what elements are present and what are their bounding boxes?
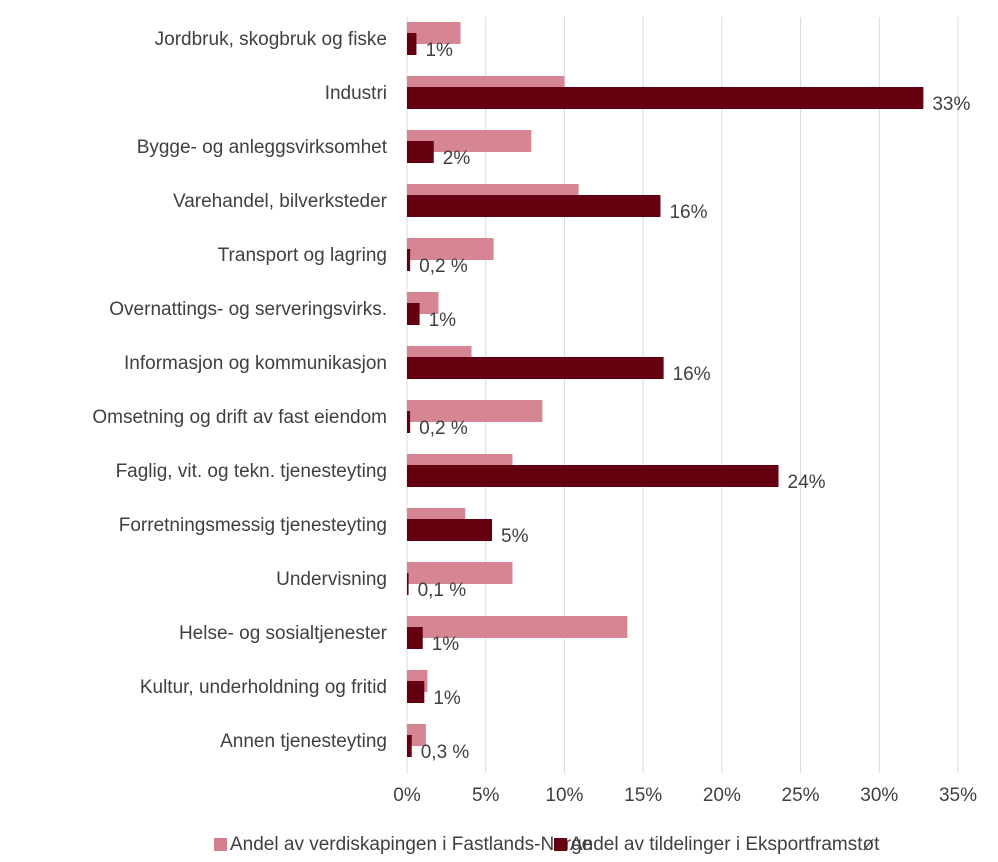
bar <box>407 303 420 325</box>
y-tick-label: Helse- og sosialtjenester <box>179 623 388 644</box>
bar <box>407 249 411 271</box>
bar <box>407 411 411 433</box>
data-label: 0,1 % <box>418 580 467 601</box>
y-tick-label: Annen tjenesteyting <box>220 731 387 752</box>
y-tick-label: Forretningsmessig tjenesteyting <box>119 515 387 536</box>
bar <box>407 195 661 217</box>
y-tick-label: Transport og lagring <box>218 245 387 266</box>
y-tick-label: Industri <box>325 83 387 104</box>
data-label: 0,3 % <box>421 742 470 763</box>
x-tick-label: 25% <box>782 785 820 806</box>
data-label: 1% <box>432 634 460 655</box>
y-tick-label: Kultur, underholdning og fritid <box>140 677 387 698</box>
bar <box>407 87 924 109</box>
legend-label: Andel av verdiskapingen i Fastlands-Norg… <box>230 834 592 855</box>
bar <box>407 141 434 163</box>
y-tick-label: Overnattings- og serveringsvirks. <box>109 299 387 320</box>
y-tick-label: Jordbruk, skogbruk og fiske <box>155 29 387 50</box>
legend-swatch <box>214 838 227 851</box>
data-label: 0,2 % <box>419 256 468 277</box>
bar <box>407 681 425 703</box>
x-tick-label: 15% <box>624 785 662 806</box>
data-label: 2% <box>443 148 471 169</box>
y-tick-label: Varehandel, bilverksteder <box>173 191 388 212</box>
data-label: 1% <box>425 40 453 61</box>
x-tick-label: 20% <box>703 785 741 806</box>
bar <box>407 735 412 757</box>
bar <box>407 130 532 152</box>
x-tick-label: 5% <box>472 785 500 806</box>
data-label: 24% <box>788 472 826 493</box>
bar <box>407 465 779 487</box>
data-label: 1% <box>429 310 457 331</box>
x-tick-label: 35% <box>939 785 977 806</box>
y-tick-label: Informasjon og kommunikasjon <box>124 353 387 374</box>
bar <box>407 519 493 541</box>
x-tick-label: 0% <box>393 785 421 806</box>
bar <box>407 616 628 638</box>
bar <box>407 357 664 379</box>
bar <box>407 400 543 422</box>
bar <box>407 573 409 595</box>
y-tick-label: Omsetning og drift av fast eiendom <box>92 407 387 428</box>
x-tick-label: 30% <box>860 785 898 806</box>
y-tick-label: Faglig, vit. og tekn. tjenesteyting <box>116 461 387 482</box>
y-tick-label: Bygge- og anleggsvirksomhet <box>137 137 388 158</box>
legend-label: Andel av tildelinger i Eksportframstøt <box>570 834 880 855</box>
data-label: 16% <box>669 202 707 223</box>
data-label: 0,2 % <box>419 418 468 439</box>
bar <box>407 22 461 44</box>
bar <box>407 238 494 260</box>
data-label: 1% <box>433 688 461 709</box>
bar <box>407 562 513 584</box>
bar <box>407 627 423 649</box>
data-label: 16% <box>673 364 711 385</box>
legend-swatch <box>554 838 567 851</box>
x-tick-label: 10% <box>545 785 583 806</box>
y-tick-label: Undervisning <box>276 569 387 590</box>
data-label: 33% <box>932 94 970 115</box>
data-label: 5% <box>501 526 529 547</box>
bar <box>407 33 417 55</box>
